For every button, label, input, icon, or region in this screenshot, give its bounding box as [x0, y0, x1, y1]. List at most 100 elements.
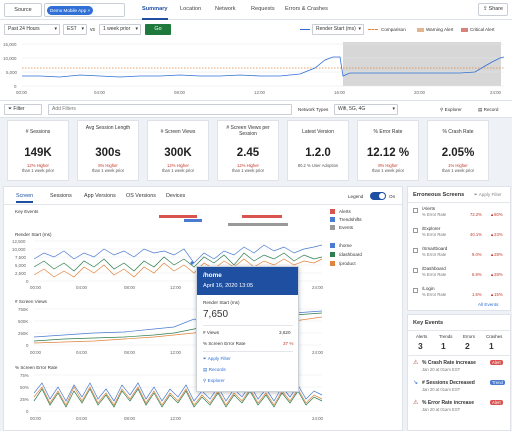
- legend-home[interactable]: /home: [339, 243, 352, 248]
- explorer-action[interactable]: ⚲ Explorer: [203, 378, 225, 384]
- apply-filter-label: Apply Filter: [478, 192, 502, 197]
- tab-summary[interactable]: Summary: [142, 0, 168, 20]
- apply-filter-action[interactable]: ⏷ Apply Filter: [203, 356, 231, 361]
- home-render-line[interactable]: [33, 244, 323, 264]
- row-checkbox[interactable]: [413, 248, 418, 253]
- dashboard-render-line[interactable]: [33, 252, 323, 272]
- kpi-title: % Error Rate: [373, 129, 403, 135]
- errors-count[interactable]: 2: [465, 341, 470, 351]
- y-tick: 750K: [18, 307, 29, 312]
- subtab-os-versions[interactable]: OS Versions: [126, 193, 156, 199]
- tab-requests[interactable]: Requests: [251, 6, 275, 12]
- explorer-button[interactable]: ⚲ Explorer: [440, 107, 462, 113]
- kpi-value: 2.05%: [441, 147, 475, 159]
- explorer-icon: ⚲: [203, 378, 207, 383]
- metric-line[interactable]: [22, 56, 505, 78]
- screen-metric-label: % Error Rate: [422, 252, 447, 257]
- kpi-screen-views[interactable]: # Screen Views 300K 12% Higher than 1 wee…: [147, 120, 209, 181]
- subtab-app-versions[interactable]: App Versions: [84, 193, 116, 199]
- record-label: Record: [483, 107, 499, 112]
- screen-name: /Login: [422, 286, 435, 291]
- count-label: Alerts: [416, 334, 428, 339]
- kpi-latest-version[interactable]: Latest Version 1.2.0 80.2 % User Adoptio…: [287, 120, 349, 181]
- legend-alerts[interactable]: Alerts: [339, 209, 351, 214]
- metric-select[interactable]: Render Start (ms) ▾: [312, 24, 364, 35]
- dashboard-error-line[interactable]: [33, 388, 323, 408]
- divider: [408, 330, 510, 331]
- apply-filter-button[interactable]: ⏷ Apply Filter: [474, 192, 502, 197]
- overview-chart-svg: [22, 42, 505, 87]
- kpi-error-rate[interactable]: % Error Rate 12.12 % 8% Higher than 1 wee…: [357, 120, 419, 181]
- y-tick: 5,000: [15, 263, 26, 268]
- row-checkbox[interactable]: [413, 208, 418, 213]
- critical-alert-region: [343, 42, 501, 86]
- event-bar[interactable]: [228, 223, 288, 226]
- compare-select[interactable]: 1 week prior ▾: [99, 24, 141, 35]
- app-chip[interactable]: Demo Mobile App ×: [47, 6, 94, 15]
- records-action[interactable]: ▤ Records: [203, 367, 226, 373]
- erroneous-screens-panel: Erroneous Screens ⏷ Apply Filter /Alerts…: [407, 186, 511, 311]
- legend-product[interactable]: /product: [339, 261, 356, 266]
- legend-events[interactable]: Events: [339, 225, 354, 230]
- tab-network[interactable]: Network: [215, 6, 236, 12]
- time-range-select[interactable]: Past 24 Hours ▾: [4, 24, 60, 35]
- selected-point[interactable]: [190, 261, 194, 265]
- divider: [408, 202, 510, 203]
- all-events-link[interactable]: All Events: [478, 302, 499, 307]
- records-label: Records: [208, 367, 226, 372]
- kpi-crash-rate[interactable]: % Crash Rate 2.05% 1% Higher than 1 week …: [427, 120, 489, 181]
- divider: [203, 325, 293, 326]
- event-title[interactable]: # Sessions Decreased: [422, 380, 475, 386]
- trend-event-bar[interactable]: [184, 219, 202, 222]
- x-tick: 24:00: [312, 350, 323, 355]
- trends-count[interactable]: 1: [441, 341, 446, 351]
- product-render-line[interactable]: [33, 258, 323, 278]
- event-time: Jan 20 at 01am EST: [422, 367, 461, 372]
- product-error-line[interactable]: [33, 386, 323, 406]
- x-tick: 08:00: [124, 350, 135, 355]
- alert-event-bar[interactable]: [159, 215, 197, 218]
- chevron-down-icon: ▾: [81, 26, 84, 32]
- screen-error-value: 9.0%: [472, 252, 482, 257]
- crashes-count[interactable]: 1: [489, 341, 494, 351]
- count-label: Crashes: [486, 334, 503, 339]
- timezone-select[interactable]: EST ▾: [63, 24, 87, 35]
- row-checkbox[interactable]: [413, 288, 418, 293]
- event-title[interactable]: % Error Rate increase: [422, 400, 474, 406]
- legend-dashboard[interactable]: /dashboard: [339, 252, 362, 257]
- add-filters-input[interactable]: Add Filters: [48, 104, 292, 115]
- kpi-views-per-session[interactable]: # Screen Views per Session 2.45 12% High…: [217, 120, 279, 181]
- app-selector[interactable]: Demo Mobile App ×: [44, 3, 125, 17]
- home-error-line[interactable]: [33, 382, 323, 402]
- kpi-value: 149K: [24, 147, 52, 159]
- records-icon: ▤: [203, 367, 208, 372]
- row-checkbox[interactable]: [413, 228, 418, 233]
- share-icon: ⇪: [483, 6, 488, 12]
- kpi-sessions[interactable]: # Sessions 149K 12% Higher than 1 week pr…: [7, 120, 69, 181]
- legend-toggle[interactable]: [370, 192, 386, 200]
- record-button[interactable]: ▤ Record: [478, 107, 498, 113]
- x-tick: 04:00: [76, 350, 87, 355]
- subtab-devices[interactable]: Devices: [166, 193, 186, 199]
- filter-button[interactable]: ⏷ Filter: [4, 104, 42, 115]
- alert-event-bar[interactable]: [242, 215, 282, 218]
- share-button[interactable]: ⇪ Share: [478, 3, 508, 16]
- chevron-down-icon: ▾: [135, 26, 138, 32]
- screen-error-value: 6.8%: [472, 272, 482, 277]
- event-title[interactable]: % Crash Rate increase: [422, 360, 476, 366]
- tab-location[interactable]: Location: [180, 6, 202, 12]
- alerts-count[interactable]: 3: [418, 341, 423, 351]
- go-button[interactable]: Go: [145, 24, 171, 35]
- x-tick: 04:00: [94, 90, 105, 95]
- y-tick: 0: [14, 84, 17, 89]
- subtab-screen[interactable]: Screen: [16, 191, 34, 203]
- tab-errors-crashes[interactable]: Errors & Crashes: [285, 6, 328, 12]
- row-checkbox[interactable]: [413, 268, 418, 273]
- legend-trendshifts[interactable]: Trendshifts: [339, 217, 362, 222]
- kpi-avg-session-length[interactable]: Avg Session Length 300s 5% Higher than 1 …: [77, 120, 139, 181]
- y-tick: 50%: [20, 385, 29, 390]
- tooltip-metric-label: Render Start (ms): [203, 300, 240, 305]
- subtab-sessions[interactable]: Sessions: [50, 193, 72, 199]
- source-button[interactable]: Source: [4, 3, 42, 17]
- network-types-select[interactable]: Wifi, 5G, 4G ▾: [334, 104, 398, 115]
